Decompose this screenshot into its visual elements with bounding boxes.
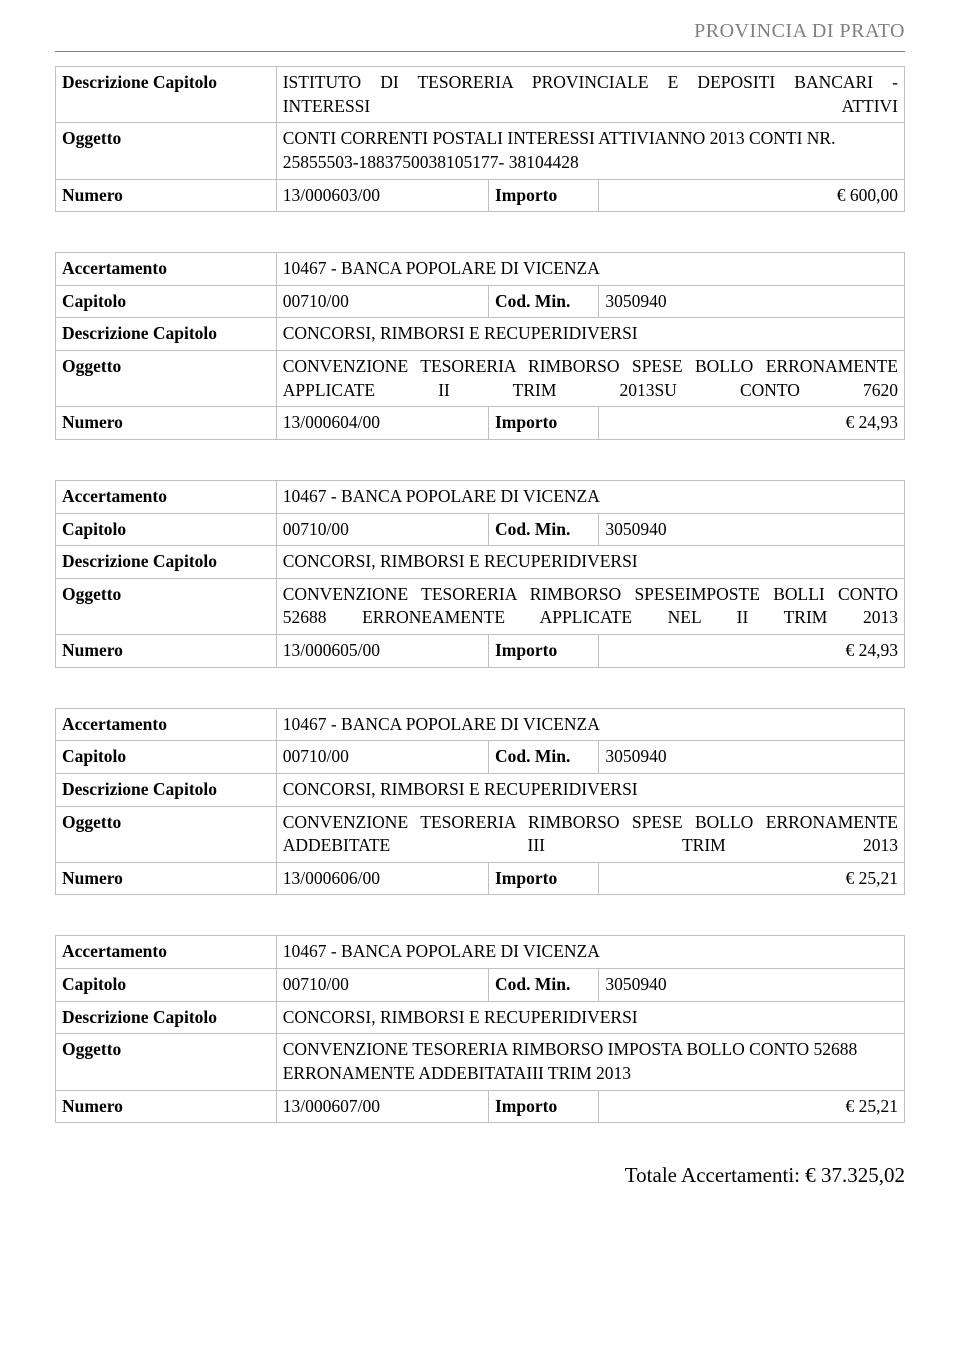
importo-value: € 24,93 xyxy=(599,407,905,440)
importo-value: € 25,21 xyxy=(599,1090,905,1123)
accertamento-block: Accertamento 10467 - BANCA POPOLARE DI V… xyxy=(55,708,905,896)
label-accertamento: Accertamento xyxy=(56,708,277,741)
accertamento-value: 10467 - BANCA POPOLARE DI VICENZA xyxy=(276,253,904,286)
importo-value: € 24,93 xyxy=(599,635,905,668)
top-block: Descrizione Capitolo ISTITUTO DI TESORER… xyxy=(55,66,905,212)
top-desc-capitolo-value: ISTITUTO DI TESORERIA PROVINCIALE E DEPO… xyxy=(276,67,904,123)
label-numero: Numero xyxy=(56,1090,277,1123)
totale-accertamenti: Totale Accertamenti: € 37.325,02 xyxy=(55,1163,905,1188)
label-numero: Numero xyxy=(56,179,277,212)
descrizione-capitolo-value: CONCORSI, RIMBORSI E RECUPERIDIVERSI xyxy=(276,773,904,806)
oggetto-value: CONVENZIONE TESORERIA RIMBORSO IMPOSTA B… xyxy=(276,1034,904,1090)
cod-min-value: 3050940 xyxy=(599,741,905,774)
label-importo: Importo xyxy=(488,1090,598,1123)
totale-value: € 37.325,02 xyxy=(805,1163,905,1187)
accertamento-value: 10467 - BANCA POPOLARE DI VICENZA xyxy=(276,480,904,513)
oggetto-value: CONVENZIONE TESORERIA RIMBORSO SPESE BOL… xyxy=(276,351,904,407)
numero-value: 13/000605/00 xyxy=(276,635,488,668)
label-oggetto: Oggetto xyxy=(56,351,277,407)
label-importo: Importo xyxy=(488,179,598,212)
label-descrizione-capitolo: Descrizione Capitolo xyxy=(56,318,277,351)
page-header: PROVINCIA DI PRATO xyxy=(55,20,905,43)
capitolo-value: 00710/00 xyxy=(276,741,488,774)
capitolo-value: 00710/00 xyxy=(276,969,488,1002)
accertamento-block: Accertamento 10467 - BANCA POPOLARE DI V… xyxy=(55,252,905,440)
label-capitolo: Capitolo xyxy=(56,285,277,318)
label-numero: Numero xyxy=(56,862,277,895)
descrizione-capitolo-value: CONCORSI, RIMBORSI E RECUPERIDIVERSI xyxy=(276,318,904,351)
numero-value: 13/000606/00 xyxy=(276,862,488,895)
accertamento-block: Accertamento 10467 - BANCA POPOLARE DI V… xyxy=(55,935,905,1123)
descrizione-capitolo-value: CONCORSI, RIMBORSI E RECUPERIDIVERSI xyxy=(276,546,904,579)
accertamento-value: 10467 - BANCA POPOLARE DI VICENZA xyxy=(276,936,904,969)
label-descrizione-capitolo: Descrizione Capitolo xyxy=(56,1001,277,1034)
label-oggetto: Oggetto xyxy=(56,806,277,862)
label-cod-min: Cod. Min. xyxy=(488,741,598,774)
label-accertamento: Accertamento xyxy=(56,480,277,513)
top-numero-value: 13/000603/00 xyxy=(276,179,488,212)
label-accertamento: Accertamento xyxy=(56,253,277,286)
accertamento-value: 10467 - BANCA POPOLARE DI VICENZA xyxy=(276,708,904,741)
importo-value: € 25,21 xyxy=(599,862,905,895)
label-cod-min: Cod. Min. xyxy=(488,285,598,318)
label-oggetto: Oggetto xyxy=(56,1034,277,1090)
label-importo: Importo xyxy=(488,862,598,895)
top-importo-value: € 600,00 xyxy=(599,179,905,212)
oggetto-value: CONVENZIONE TESORERIA RIMBORSO SPESEIMPO… xyxy=(276,578,904,634)
totale-label: Totale Accertamenti: xyxy=(625,1163,805,1187)
label-descrizione-capitolo: Descrizione Capitolo xyxy=(56,773,277,806)
numero-value: 13/000604/00 xyxy=(276,407,488,440)
cod-min-value: 3050940 xyxy=(599,513,905,546)
label-importo: Importo xyxy=(488,407,598,440)
label-capitolo: Capitolo xyxy=(56,513,277,546)
label-capitolo: Capitolo xyxy=(56,969,277,1002)
label-accertamento: Accertamento xyxy=(56,936,277,969)
label-numero: Numero xyxy=(56,635,277,668)
cod-min-value: 3050940 xyxy=(599,969,905,1002)
label-descrizione-capitolo: Descrizione Capitolo xyxy=(56,67,277,123)
label-oggetto: Oggetto xyxy=(56,123,277,179)
header-divider xyxy=(55,51,905,52)
label-cod-min: Cod. Min. xyxy=(488,513,598,546)
label-importo: Importo xyxy=(488,635,598,668)
oggetto-value: CONVENZIONE TESORERIA RIMBORSO SPESE BOL… xyxy=(276,806,904,862)
numero-value: 13/000607/00 xyxy=(276,1090,488,1123)
capitolo-value: 00710/00 xyxy=(276,513,488,546)
cod-min-value: 3050940 xyxy=(599,285,905,318)
capitolo-value: 00710/00 xyxy=(276,285,488,318)
label-descrizione-capitolo: Descrizione Capitolo xyxy=(56,546,277,579)
label-capitolo: Capitolo xyxy=(56,741,277,774)
descrizione-capitolo-value: CONCORSI, RIMBORSI E RECUPERIDIVERSI xyxy=(276,1001,904,1034)
label-oggetto: Oggetto xyxy=(56,578,277,634)
label-cod-min: Cod. Min. xyxy=(488,969,598,1002)
label-numero: Numero xyxy=(56,407,277,440)
top-oggetto-value: CONTI CORRENTI POSTALI INTERESSI ATTIVIA… xyxy=(276,123,904,179)
accertamento-block: Accertamento 10467 - BANCA POPOLARE DI V… xyxy=(55,480,905,668)
